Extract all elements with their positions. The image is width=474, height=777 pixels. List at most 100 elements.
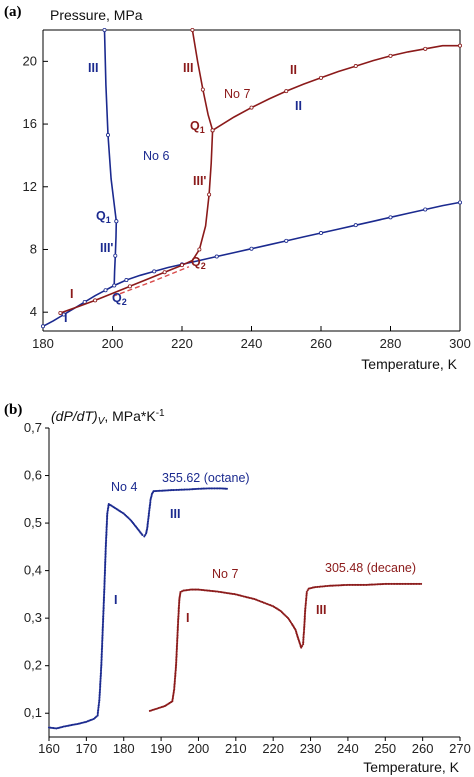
- panel-b-data-point: [99, 675, 102, 678]
- panel-b-data-point: [176, 639, 179, 642]
- panel-b-data-point: [401, 582, 404, 585]
- panel-b-data-point: [248, 596, 251, 599]
- panel-b-data-point: [324, 585, 327, 588]
- panel-b-data-point: [99, 670, 103, 674]
- panel-b-data-point: [192, 488, 196, 491]
- panel-b-x-tick-label: 220: [262, 741, 284, 756]
- label-b-I-blue: I: [114, 593, 117, 607]
- panel-b-data-point: [102, 607, 105, 610]
- panel-a-y-tick-label: 8: [30, 241, 37, 256]
- panel-b-x-tick-label: 230: [300, 741, 322, 756]
- panel-a-x-tick-label: 180: [32, 336, 54, 351]
- panel-b-data-point: [245, 596, 248, 599]
- panel-b-data-point: [175, 655, 178, 658]
- panel-b-data-point: [101, 637, 104, 640]
- label-octane: 355.62 (octane): [162, 471, 250, 485]
- panel-b-data-point: [146, 525, 149, 528]
- panel-b-data-point: [167, 489, 170, 492]
- panel-b-data-point: [177, 604, 181, 607]
- panel-a-data-point: [457, 200, 462, 205]
- panel-b-data-point: [399, 582, 402, 585]
- panel-a-series-line: [103, 29, 118, 222]
- panel-b-data-point: [242, 595, 245, 598]
- panel-b-data-point: [104, 541, 108, 544]
- panel-b-data-point: [256, 599, 259, 602]
- panel-b-data-point: [302, 639, 305, 643]
- panel-b-data-point: [105, 520, 108, 523]
- panel-b-data-point: [302, 633, 305, 636]
- panel-b-data-point: [98, 697, 101, 701]
- panel-a-x-tick-label: 220: [171, 336, 193, 351]
- panel-b-data-point: [202, 589, 205, 592]
- panel-b-data-point: [186, 488, 189, 491]
- panel-b-data-point: [103, 582, 106, 585]
- panel-b-data-point: [104, 560, 107, 563]
- panel-b-data-point: [191, 588, 194, 591]
- panel-b-data-point: [103, 569, 107, 572]
- panel-a-data-point: [112, 283, 117, 288]
- panel-b-data-point: [303, 620, 306, 623]
- label-Q1-red: Q1: [190, 119, 205, 135]
- panel-b-data-point: [302, 631, 305, 634]
- panel-b-x-tick-label: 240: [337, 741, 359, 756]
- panel-b-data-point: [302, 643, 305, 646]
- panel-b-data-point: [97, 704, 100, 707]
- panel-b-data-point: [384, 582, 387, 585]
- panel-b-data-point: [363, 583, 367, 586]
- panel-b-data-point: [219, 487, 222, 490]
- panel-b-data-point: [404, 582, 407, 585]
- panel-b-data-point: [100, 655, 103, 658]
- panel-b-data-point: [100, 658, 103, 661]
- panel-b-x-tick-label: 270: [449, 741, 471, 756]
- panel-b-data-point: [346, 583, 349, 586]
- panel-b-data-point: [101, 621, 105, 624]
- panel-b-data-point: [220, 591, 223, 594]
- panel-b-data-point: [396, 582, 399, 585]
- panel-a-data-point: [207, 192, 212, 197]
- panel-b-data-point: [102, 602, 105, 605]
- label-no7: No 7: [224, 87, 250, 101]
- panel-b-data-point: [379, 583, 382, 586]
- panel-b-data-point: [264, 602, 267, 605]
- panel-b-y-tick-label: 0,4: [24, 563, 42, 578]
- panel-a-ticks: 180 200 220 240 260 280 300 4 8 12 16 20: [23, 53, 471, 351]
- panel-b-data-point: [175, 645, 178, 648]
- panel-b-data-point: [105, 529, 108, 533]
- panel-b-data-point: [176, 640, 179, 643]
- panel-b-data-point: [303, 625, 306, 628]
- panel-b-data-point: [102, 606, 105, 609]
- panel-b-data-point: [214, 590, 217, 593]
- panel-b-data-point: [387, 582, 390, 585]
- panel-a-dashed-extrapolation: [112, 266, 190, 298]
- panel-b-data-point: [100, 653, 103, 656]
- panel-b-data-point: [157, 489, 160, 492]
- panel-b-data-point: [104, 550, 107, 553]
- panel-b-data-point: [194, 487, 197, 491]
- panel-b-data-point: [160, 489, 163, 492]
- panel-b-data-point: [99, 683, 102, 686]
- panel-a-data-point: [93, 298, 98, 303]
- panel-b-data-point: [105, 518, 109, 521]
- panel-b-data-point: [97, 707, 100, 711]
- panel-b-data-point: [103, 588, 106, 591]
- label-I-blue: I: [64, 311, 67, 325]
- panel-b-data-point: [103, 574, 106, 577]
- panel-b-ticks: 160 170 180 190 200 210 220 230 240 250 260 270 0,1 0…: [24, 420, 471, 756]
- panel-b-data-point: [198, 588, 202, 591]
- panel-b-data-point: [175, 663, 178, 666]
- panel-b-data-point: [175, 647, 178, 650]
- panel-b-data-point: [192, 588, 196, 591]
- panel-b-y-tick-label: 0,2: [24, 658, 42, 673]
- panel-b-data-point: [374, 583, 377, 586]
- panel-b-data-point: [203, 487, 206, 490]
- label-III-blue: III: [88, 61, 98, 75]
- panel-b-data-point: [101, 626, 104, 629]
- panel-b-data-point: [105, 539, 108, 542]
- panel-b-data-point: [176, 626, 179, 629]
- panel-b-data-point: [208, 487, 211, 490]
- label-no6: No 6: [143, 149, 169, 163]
- panel-a: (a) Pressure, MPa Temperature, K 180 200 2…: [4, 4, 471, 372]
- panel-b-data-point: [234, 593, 237, 596]
- panel-b-data-point: [305, 597, 308, 600]
- panel-b-data-point: [104, 555, 107, 558]
